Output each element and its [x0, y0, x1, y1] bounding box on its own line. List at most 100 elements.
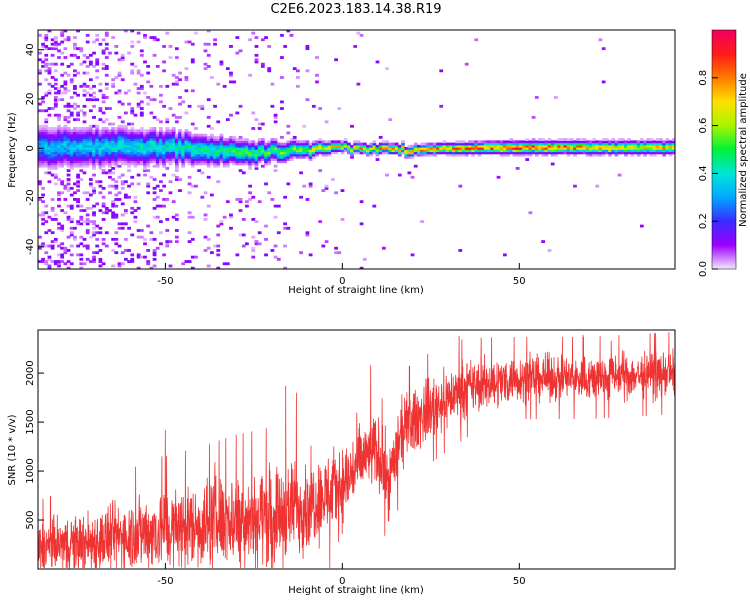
spectrogram-cell	[238, 149, 243, 153]
spectrogram-cell	[63, 158, 68, 161]
spectrogram-cell	[343, 147, 348, 150]
spectrogram-cell	[229, 155, 233, 159]
spectrogram-cell	[194, 138, 198, 141]
spectrogram-cell	[85, 84, 90, 88]
spectrogram-cell	[264, 144, 268, 148]
spectrogram-cell	[76, 147, 81, 150]
spectrogram-cell	[98, 162, 103, 166]
spectrogram-cell	[95, 180, 100, 184]
spectrogram-cell	[235, 158, 240, 161]
spectrogram-cell	[442, 140, 447, 144]
spectrogram-cell	[66, 120, 71, 124]
spectrogram-cell	[531, 144, 536, 148]
spectrogram-cell	[200, 142, 205, 146]
spectrogram-cell	[232, 135, 237, 139]
spectrogram-cell	[404, 151, 409, 155]
spectrogram-cell	[538, 144, 542, 148]
spectrogram-cell	[88, 184, 93, 188]
spectrogram-cell	[57, 135, 61, 139]
spectrogram-cell	[57, 153, 61, 157]
spectrogram-cell	[203, 133, 208, 137]
figure-title: C2E6.2023.183.14.38.R19	[270, 2, 441, 17]
spectrogram-cell	[127, 144, 131, 148]
spectrogram-cell	[104, 151, 109, 155]
spectrogram-cell	[76, 151, 81, 155]
spectrogram-cell	[152, 257, 157, 261]
spectrogram-cell	[117, 89, 122, 93]
spectrogram-cell	[569, 151, 574, 155]
spectrogram-cell	[598, 153, 603, 157]
spectrogram-cell	[665, 151, 670, 155]
spectrogram-cell	[38, 213, 42, 217]
spectrogram-cell	[76, 138, 81, 141]
spectrogram-cell	[41, 138, 45, 141]
spectrogram-cell	[136, 138, 141, 141]
spectrogram-cell	[311, 140, 316, 144]
spectrogram-cell	[200, 144, 205, 148]
spectrogram-cell	[467, 151, 472, 155]
spectrogram-cell	[101, 202, 106, 206]
spectrogram-cell	[88, 98, 93, 102]
spectrogram-cell	[92, 104, 96, 108]
spectrogram-cell	[162, 142, 166, 146]
spectrogram-cell	[101, 111, 106, 115]
spectrogram-cell	[114, 153, 119, 157]
spectrogram-cell	[432, 147, 437, 150]
spectrogram-cell	[620, 149, 625, 153]
spectrogram-cell	[324, 240, 329, 243]
spectrogram-cell	[245, 140, 249, 144]
spectrogram-cell	[38, 133, 42, 137]
spectrogram-cell	[289, 149, 294, 153]
spectrogram-cell	[187, 147, 192, 150]
spectrogram-cell	[624, 142, 628, 146]
spectrogram-cell	[82, 164, 87, 168]
spectrogram-cell	[241, 151, 246, 155]
spectrogram-cell	[152, 131, 157, 135]
spectrogram-cell	[66, 153, 71, 157]
spectrogram-cell	[159, 127, 163, 130]
spectrogram-cell	[104, 162, 109, 166]
spectrogram-cell	[276, 231, 281, 235]
spectrogram-cell	[534, 142, 539, 146]
spectrogram-cell	[512, 149, 517, 153]
spectrogram-cell	[104, 135, 109, 139]
spectrogram-cell	[458, 147, 463, 150]
spectrogram-cell	[111, 131, 116, 135]
spectrogram-cell	[98, 260, 103, 263]
spectrogram-cell	[85, 160, 90, 164]
spectrogram-cell	[518, 147, 523, 150]
spectrogram-cell	[85, 244, 90, 248]
spectrogram-cell	[391, 144, 396, 148]
spectrogram-cell	[130, 122, 135, 126]
spectrogram-cell	[503, 149, 507, 153]
spectrogram-cell	[305, 45, 310, 48]
spectrogram-cell	[162, 60, 166, 64]
spectrogram-cell	[270, 140, 275, 144]
spectrogram-cell	[38, 198, 42, 201]
spectrogram-cell	[573, 184, 577, 188]
spectrogram-cell	[423, 151, 428, 155]
spectrogram-cell	[95, 140, 100, 144]
spectrogram-cell	[146, 149, 151, 153]
spectrogram-cell	[232, 80, 237, 84]
spectrogram-cell	[92, 233, 96, 237]
spectrogram-cell	[50, 144, 55, 148]
spectrogram-cell	[585, 151, 590, 155]
spectrogram-cell	[50, 151, 55, 155]
spectrogram-cell	[359, 144, 364, 148]
spectrogram-cell	[60, 209, 65, 212]
spectrogram-cell	[337, 140, 342, 144]
spectrogram-cell	[82, 162, 87, 166]
spectrogram-cell	[38, 129, 42, 133]
spectrogram-cell	[143, 169, 147, 173]
spectrogram-cell	[82, 71, 87, 75]
spectrogram-cell	[57, 124, 61, 128]
spectrogram-cell	[340, 189, 345, 192]
spectrogram-cell	[114, 231, 119, 235]
spectrogram-cell	[159, 220, 163, 224]
spectrogram-cell	[655, 151, 660, 155]
spectrogram-cell	[139, 111, 144, 115]
spectrogram-cell	[76, 149, 81, 153]
spectrogram-cell	[295, 69, 300, 73]
spectrogram-cell	[133, 158, 138, 161]
